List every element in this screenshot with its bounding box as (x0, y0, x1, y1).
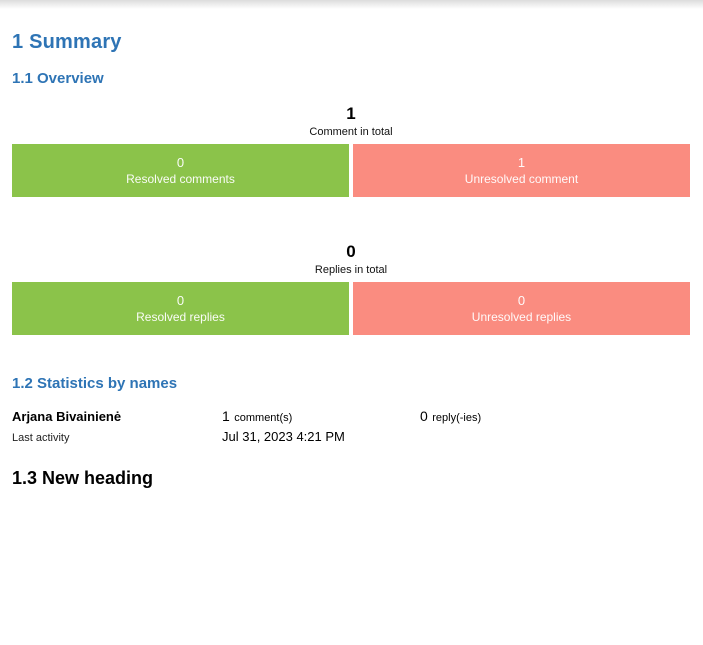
statistics-row-last-activity: Last activity Jul 31, 2023 4:21 PM (12, 429, 690, 444)
replies-total-value: 0 (346, 242, 356, 261)
comments-total-label: Comment in total (309, 126, 393, 138)
unresolved-comments-label: Unresolved comment (464, 172, 579, 187)
resolved-replies-label: Resolved replies (136, 310, 225, 325)
heading-statistics: 1.2 Statistics by names (12, 375, 178, 392)
heading-new: 1.3 New heading (12, 468, 154, 488)
replies-total-label: Replies in total (314, 264, 388, 276)
page-top-shadow (0, 0, 703, 9)
resolved-comments-label: Resolved comments (126, 172, 235, 187)
unresolved-replies-segment: 0 Unresolved replies (353, 282, 690, 335)
replies-bar: 0 Resolved replies 0 Unresolved replies (12, 282, 690, 335)
comments-count: 1 comment(s) (222, 408, 420, 426)
comments-bar: 0 Resolved comments 1 Unresolved comment (12, 144, 690, 197)
author-name: Arjana Bivainienė (12, 409, 122, 424)
resolved-comments-segment: 0 Resolved comments (12, 144, 349, 197)
resolved-replies-value: 0 (176, 292, 185, 308)
statistics-row-author: Arjana Bivainienė 1 comment(s) 0 reply(-… (12, 408, 690, 426)
resolved-comments-value: 0 (176, 154, 185, 170)
unresolved-replies-value: 0 (517, 292, 526, 308)
comments-count-label: comment(s) (234, 412, 293, 424)
replies-summary-chart: 0 Replies in total 0 Resolved replies 0 … (12, 241, 690, 335)
replies-count-label: reply(-ies) (432, 412, 482, 424)
comments-total-value: 1 (346, 104, 356, 123)
comments-summary-chart: 1 Comment in total 0 Resolved comments 1… (12, 103, 690, 197)
last-activity-value: Jul 31, 2023 4:21 PM (222, 429, 345, 444)
report-page: 1 Summary 1.1 Overview 1 Comment in tota… (0, 31, 703, 489)
statistics-table: Arjana Bivainienė 1 comment(s) 0 reply(-… (12, 408, 690, 444)
replies-count: 0 reply(-ies) (420, 408, 690, 426)
resolved-replies-segment: 0 Resolved replies (12, 282, 349, 335)
unresolved-replies-label: Unresolved replies (471, 310, 572, 325)
last-activity-label: Last activity (12, 432, 70, 444)
unresolved-comments-segment: 1 Unresolved comment (353, 144, 690, 197)
heading-summary: 1 Summary (12, 31, 122, 53)
replies-count-value: 0 (420, 408, 428, 424)
comments-count-value: 1 (222, 408, 230, 424)
unresolved-comments-value: 1 (517, 154, 526, 170)
heading-overview: 1.1 Overview (12, 70, 104, 87)
